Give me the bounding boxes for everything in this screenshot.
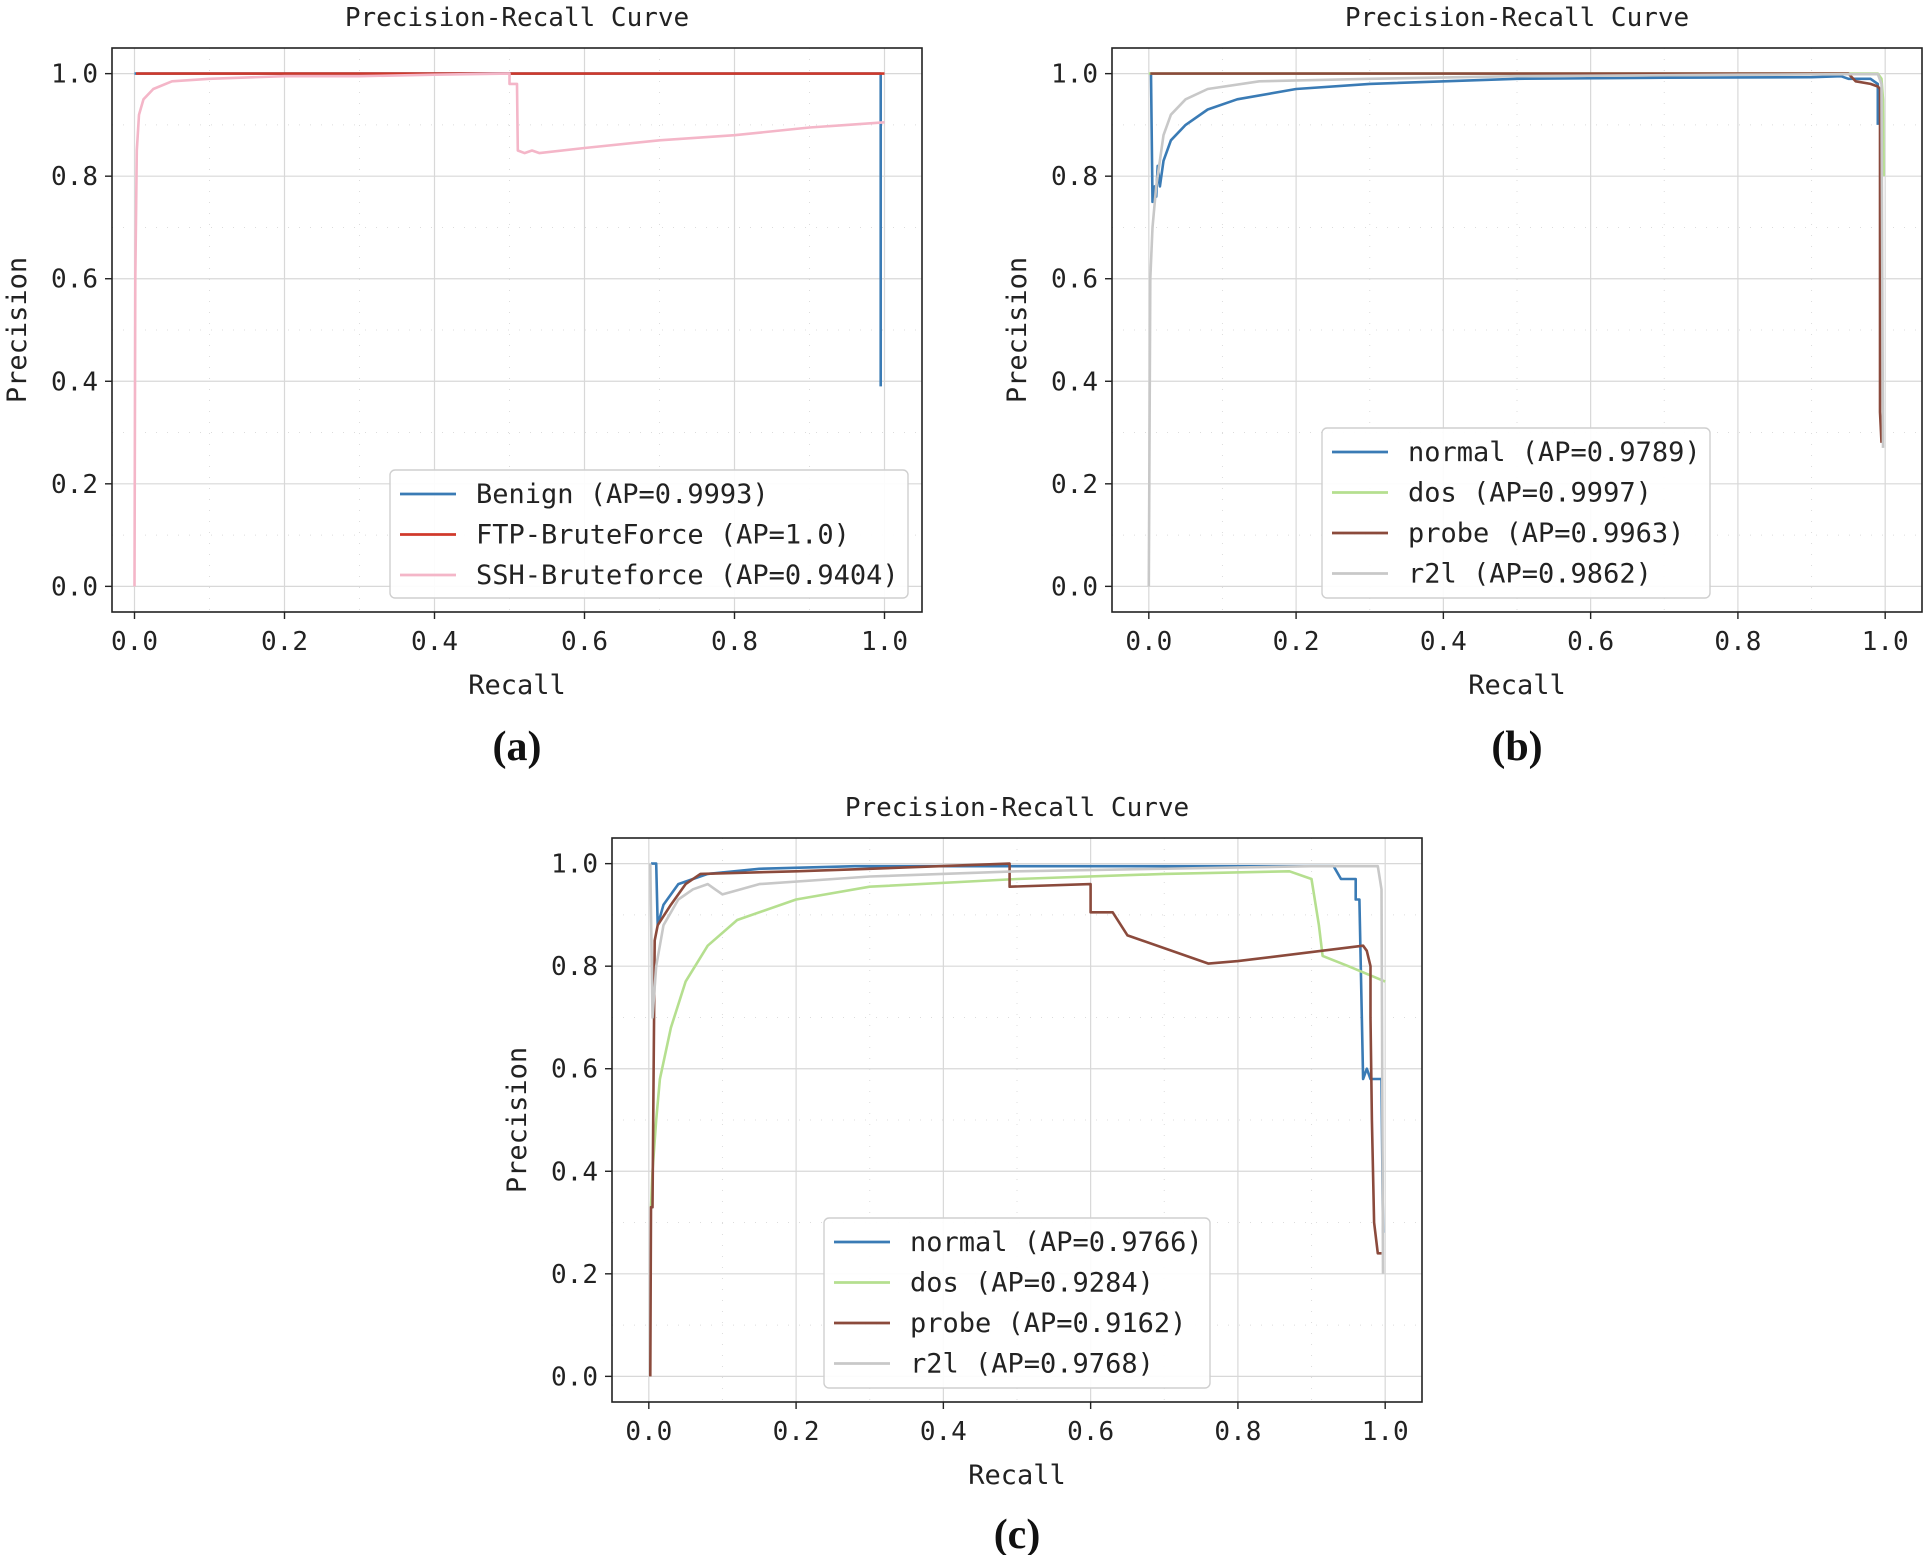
x-tick-label: 0.8 [1714,627,1761,657]
x-axis-label: Recall [968,1460,1066,1491]
x-axis-label: Recall [468,670,566,701]
legend-entry: Benign (AP=0.9993) [476,479,769,510]
series-line-2 [1148,72,1885,177]
legend-entry: normal (AP=0.9766) [910,1227,1203,1258]
y-axis-label: Precision [2,257,33,403]
x-tick-label: 0.6 [561,627,608,657]
y-tick-label: 0.6 [51,265,98,295]
series-line-1 [1149,73,1880,204]
x-tick-label: 1.0 [1362,1417,1409,1447]
x-tick-label: 1.0 [861,627,908,657]
panel-a: 0.0 0.2 0.4 0.6 0.8 1.0 0.0 0.2 0.4 0.6 0.8 1.0 Prec… [2,3,923,770]
series-line-4 [649,863,1385,1274]
legend-entry: r2l (AP=0.9862) [1408,559,1652,590]
x-tick-label: 0.8 [1214,1417,1261,1447]
y-tick-label: 0.0 [1051,572,1098,602]
y-tick-label: 0.6 [1051,265,1098,295]
legend-entry: SSH-Bruteforce (AP=0.9404) [476,560,899,591]
series-line-3 [133,72,885,587]
axes-frame [611,837,1423,1403]
y-tick-label: 0.4 [551,1157,598,1187]
y-axis-label: Precision [502,1047,533,1193]
series-line-3 [649,862,1382,1377]
x-tick-label: 0.2 [261,627,308,657]
series-line-1 [134,72,882,387]
legend: normal (AP=0.9789) dos (AP=0.9997) probe (… [1321,427,1711,599]
x-tick-label: 0.6 [1567,627,1614,657]
axes-frame [111,47,923,613]
y-tick-label: 0.2 [551,1260,598,1290]
legend-entry: r2l (AP=0.9768) [910,1349,1154,1380]
y-tick-label: 0.4 [1051,367,1098,397]
panel-b: 0.0 0.2 0.4 0.6 0.8 1.0 0.0 0.2 0.4 0.6 0.8 1.0 Prec… [1002,3,1923,770]
x-tick-label: 0.0 [1125,627,1172,657]
chart-title: Precision-Recall Curve [345,3,689,33]
x-tick-label: 0.8 [711,627,758,657]
x-tick-label: 0.0 [111,627,158,657]
legend-entry: dos (AP=0.9997) [1408,478,1652,509]
y-tick-label: 1.0 [551,850,598,880]
chart-title: Precision-Recall Curve [845,793,1189,823]
series-line-3 [1150,72,1883,443]
x-tick-label: 0.2 [773,1417,820,1447]
legend-entry: FTP-BruteForce (AP=1.0) [476,520,850,551]
series-line-1 [651,862,1385,1233]
legend-entry: normal (AP=0.9789) [1408,437,1701,468]
series-line-2 [649,870,1386,1208]
y-tick-label: 0.0 [551,1362,598,1392]
legend: Benign (AP=0.9993) FTP-BruteForce (AP=1.0… [389,469,909,599]
x-tick-label: 0.2 [1273,627,1320,657]
curves [133,72,885,587]
legend-box [1321,427,1711,599]
panel-caption: (c) [994,1512,1041,1555]
series-line-4 [1147,72,1885,587]
y-axis-label: Precision [1002,257,1033,403]
y-tick-label: 0.2 [1051,470,1098,500]
panel-caption: (b) [1491,724,1542,770]
legend: normal (AP=0.9766) dos (AP=0.9284) probe (… [823,1217,1211,1389]
y-tick-label: 0.0 [51,572,98,602]
curves [1147,72,1885,587]
y-tick-label: 0.8 [551,952,598,982]
x-tick-label: 0.4 [920,1417,967,1447]
y-tick-label: 1.0 [51,60,98,90]
legend-entry: dos (AP=0.9284) [910,1268,1154,1299]
chart-title: Precision-Recall Curve [1345,3,1689,33]
axes-frame [1111,47,1923,613]
x-tick-label: 0.4 [411,627,458,657]
y-tick-label: 0.2 [51,470,98,500]
y-tick-label: 0.8 [1051,162,1098,192]
legend-box [389,469,909,599]
legend-box [823,1217,1211,1389]
panel-caption: (a) [493,724,542,770]
x-axis-label: Recall [1468,670,1566,701]
x-tick-label: 0.6 [1067,1417,1114,1447]
x-tick-label: 0.0 [625,1417,672,1447]
y-tick-label: 0.6 [551,1055,598,1085]
y-tick-label: 1.0 [1051,60,1098,90]
y-tick-label: 0.4 [51,367,98,397]
x-tick-label: 1.0 [1862,627,1909,657]
legend-entry: probe (AP=0.9963) [1408,518,1684,549]
y-tick-label: 0.8 [51,162,98,192]
legend-entry: probe (AP=0.9162) [910,1308,1186,1339]
x-tick-label: 0.4 [1420,627,1467,657]
curves [649,862,1386,1377]
panel-c: 0.0 0.2 0.4 0.6 0.8 1.0 0.0 0.2 0.4 0.6 0.8 1.0 Prec… [502,793,1423,1555]
